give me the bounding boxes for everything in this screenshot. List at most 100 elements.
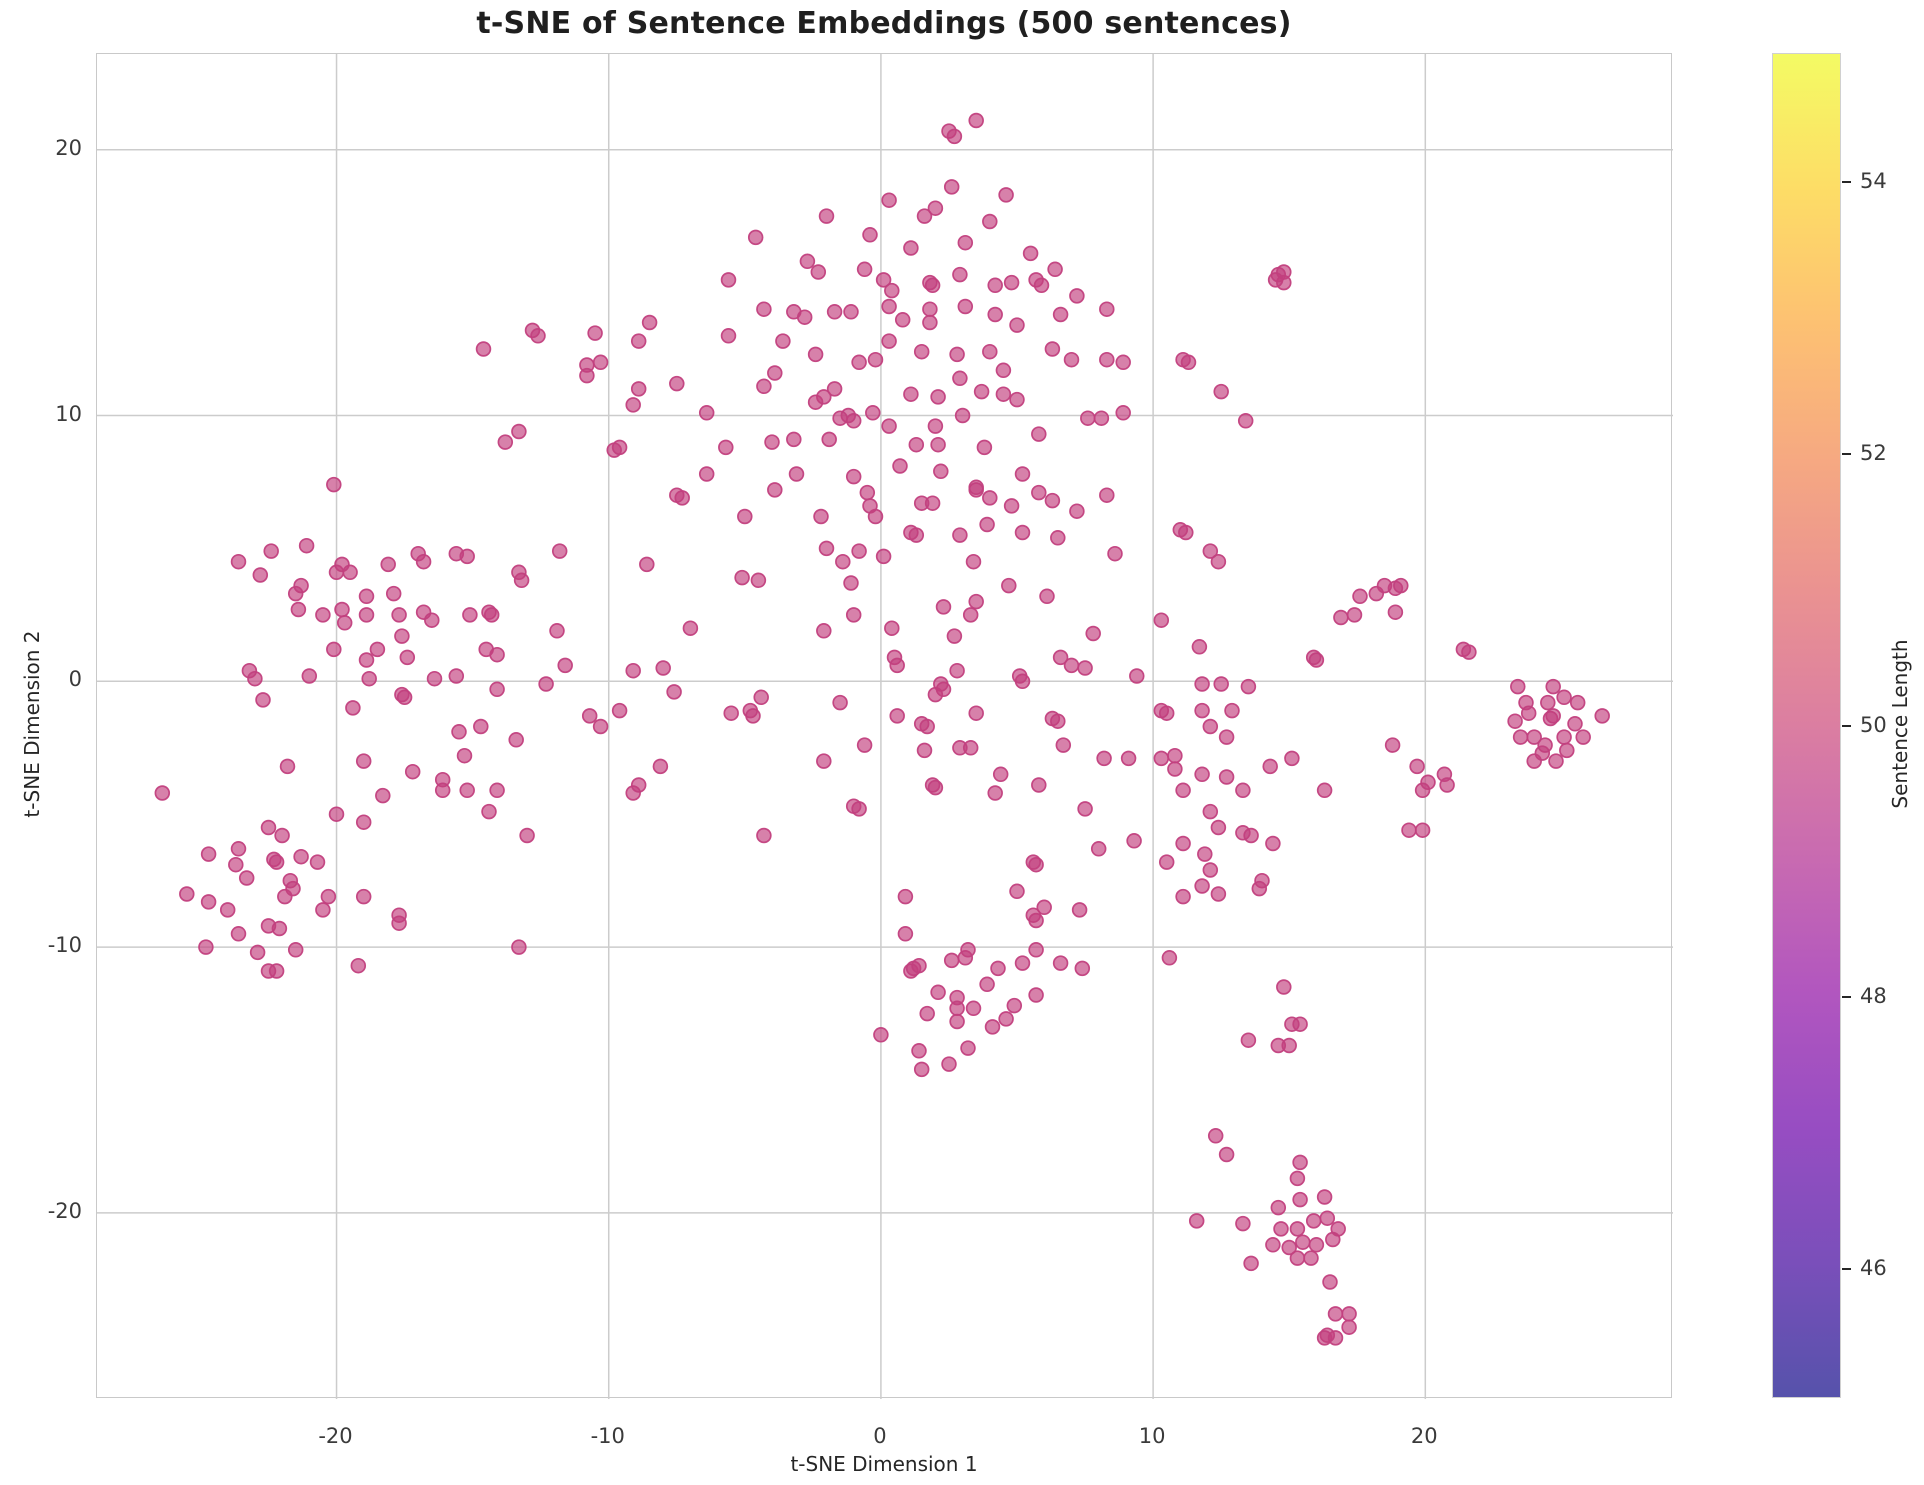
scatter-point xyxy=(426,670,443,687)
scatter-point xyxy=(745,708,761,724)
scatter-point xyxy=(775,333,791,349)
scatter-point xyxy=(946,128,963,145)
scatter-point xyxy=(315,902,331,918)
scatter-point xyxy=(851,354,867,371)
scatter-point xyxy=(1090,841,1107,857)
scatter-point xyxy=(1327,1330,1344,1346)
scatter-point xyxy=(1267,272,1284,288)
colorbar-tick-label: 48 xyxy=(1860,984,1887,1009)
scatter-point xyxy=(990,960,1006,977)
scatter-point xyxy=(219,902,236,918)
scatter-point xyxy=(987,277,1003,294)
scatter-point xyxy=(481,803,497,820)
scatter-point xyxy=(252,567,269,583)
scatter-point xyxy=(1545,708,1561,724)
x-tick-label: -20 xyxy=(318,1424,353,1448)
scatter-point xyxy=(320,888,337,905)
scatter-point xyxy=(274,827,290,844)
scatter-point xyxy=(1194,878,1210,894)
scatter-point xyxy=(1028,987,1044,1003)
scatter-point xyxy=(1305,1213,1322,1229)
scatter-point xyxy=(954,407,971,424)
scatter-point xyxy=(277,888,293,905)
scatter-point xyxy=(911,1043,927,1059)
scatter-point xyxy=(987,785,1003,801)
scatter-point xyxy=(1520,705,1537,721)
scatter-point xyxy=(1099,301,1115,317)
scatter-point xyxy=(1022,245,1039,262)
scatter-point xyxy=(1284,750,1300,767)
scatter-point xyxy=(984,1019,1001,1035)
scatter-point xyxy=(1031,426,1047,442)
scatter-point xyxy=(1006,997,1023,1014)
scatter-point xyxy=(930,984,946,1001)
scatter-point xyxy=(1047,261,1063,278)
scatter-point xyxy=(380,556,396,573)
scatter-point xyxy=(1052,306,1069,323)
scatter-point xyxy=(355,888,372,905)
scatter-point xyxy=(451,724,467,740)
scatter-point xyxy=(1028,942,1044,958)
scatter-point xyxy=(473,718,489,735)
scatter-point xyxy=(1262,758,1278,775)
scatter-point xyxy=(1063,657,1080,674)
scatter-point xyxy=(1031,484,1047,501)
scatter-point xyxy=(976,439,993,456)
y-tick-label: 20 xyxy=(55,135,82,160)
scatter-point xyxy=(1218,769,1235,785)
scatter-point xyxy=(549,623,565,639)
scatter-point xyxy=(1240,1032,1257,1048)
scatter-point xyxy=(326,641,342,658)
scatter-point xyxy=(807,346,824,363)
scatter-point xyxy=(1175,835,1191,852)
colorbar-tick-label: 46 xyxy=(1860,1255,1887,1280)
scatter-point xyxy=(1107,545,1123,562)
scatter-point xyxy=(557,657,573,674)
scatter-point xyxy=(845,468,862,485)
x-axis-label: t-SNE Dimension 1 xyxy=(790,1452,978,1476)
scatter-point xyxy=(1014,466,1031,482)
scatter-point xyxy=(456,747,473,764)
scatter-point xyxy=(1569,694,1586,711)
scatter-point xyxy=(1308,652,1325,668)
scatter-point xyxy=(1270,1199,1287,1216)
scatter-point xyxy=(818,540,835,557)
scatter-point xyxy=(1387,604,1404,620)
scatter-point xyxy=(952,370,968,387)
scatter-point xyxy=(530,328,546,344)
scatter-point xyxy=(625,397,641,413)
scatter-point xyxy=(1308,1237,1325,1253)
scatter-point xyxy=(764,434,780,450)
scatter-point xyxy=(1292,1154,1308,1171)
scatter-point xyxy=(309,854,326,870)
scatter-point xyxy=(881,333,897,349)
scatter-point xyxy=(581,708,598,724)
scatter-point xyxy=(279,758,296,775)
scatter-point xyxy=(1202,543,1219,559)
scatter-point xyxy=(832,410,848,426)
scatter-point xyxy=(511,423,527,440)
scatter-point xyxy=(1167,747,1183,764)
scatter-point xyxy=(1071,902,1088,918)
scatter-point xyxy=(1115,405,1131,421)
colorbar-tick-mark xyxy=(1842,181,1851,184)
scatter-point xyxy=(200,894,217,910)
scatter-point xyxy=(930,436,946,453)
scatter-point xyxy=(1213,383,1229,400)
scatter-point xyxy=(1167,761,1183,777)
scatter-point xyxy=(1213,676,1229,692)
y-tick-label: -10 xyxy=(47,933,82,958)
scatter-point xyxy=(391,607,407,623)
scatter-point xyxy=(475,341,492,357)
y-tick-label: 10 xyxy=(55,401,82,426)
plot-area xyxy=(96,53,1673,1399)
scatter-point xyxy=(247,670,263,687)
colorbar-tick-mark xyxy=(1842,724,1851,727)
scatter-point xyxy=(611,702,628,719)
scatter-point xyxy=(1325,1231,1341,1248)
scatter-point xyxy=(816,623,832,639)
scatter-point xyxy=(249,944,266,961)
scatter-point xyxy=(238,870,255,886)
scatter-point xyxy=(889,708,905,724)
scatter-point xyxy=(1178,524,1194,541)
